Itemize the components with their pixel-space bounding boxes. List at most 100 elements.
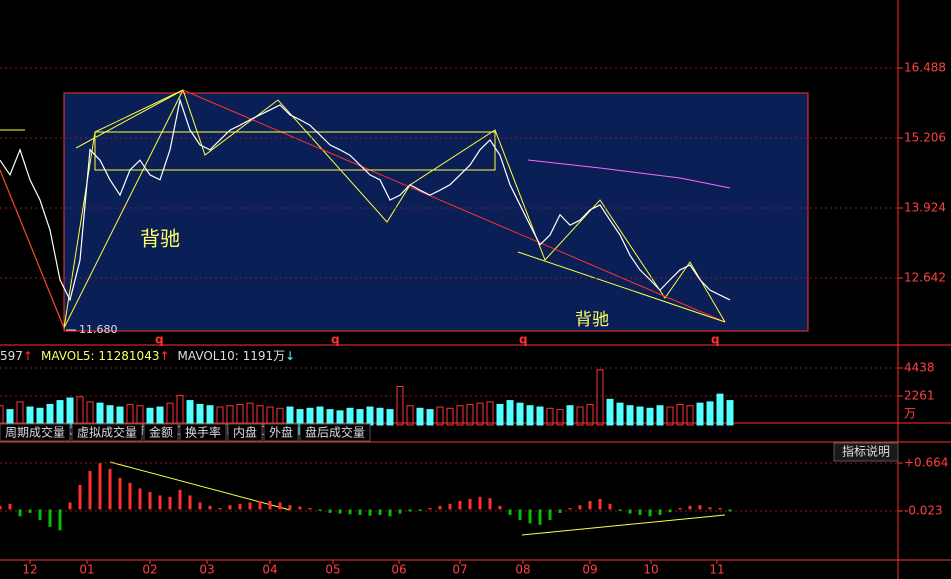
trend: [182, 89, 726, 323]
macd-bar: [608, 503, 612, 510]
volume-bar: [96, 402, 104, 426]
x-tick-label: 03: [199, 563, 214, 577]
header-arrow: ↑: [159, 349, 169, 363]
header-text: 597: [0, 349, 23, 363]
macd-bar: [458, 501, 462, 510]
macd-bar: [18, 509, 22, 517]
macd-bar: [248, 502, 252, 510]
macd-bar: [588, 501, 592, 510]
indicator-help-button[interactable]: [833, 442, 899, 462]
header-arrow: ↓: [294, 424, 304, 438]
macd-bar: [318, 509, 322, 511]
volume-bar: [496, 403, 504, 426]
header-arrow: ↓: [285, 349, 295, 363]
zigzag: [0, 89, 726, 330]
macd-bar: [298, 506, 302, 510]
macd-bar: [618, 509, 622, 511]
annotation: 11.680: [79, 323, 118, 336]
volume-bar: [646, 407, 654, 426]
macd-bar: [598, 498, 602, 510]
x-tick-label: 06: [391, 563, 406, 577]
macd-bar: [718, 508, 722, 510]
volume-bar: [316, 406, 324, 426]
button-label[interactable]: 指标说明: [842, 444, 890, 459]
volume-bar: [406, 405, 414, 426]
tab-label[interactable]: 外盘: [269, 425, 293, 440]
y-tick-label: 13.924: [904, 200, 946, 214]
volume-bar: [116, 406, 124, 426]
volume-bar: [566, 405, 574, 426]
volume-bar: [206, 405, 214, 426]
macd-bar: [628, 509, 632, 514]
tab[interactable]: [263, 423, 299, 442]
tab[interactable]: [179, 423, 227, 442]
y-tick-label: 16.488: [904, 60, 946, 74]
x-tick-label: 09: [582, 563, 597, 577]
volume-bar: [336, 410, 344, 426]
tab-label[interactable]: 周期成交量: [5, 425, 65, 440]
tab[interactable]: [227, 423, 263, 442]
macd-bar: [548, 509, 552, 520]
macd-bar: [448, 503, 452, 510]
volume-bar: [186, 400, 194, 426]
volume-bar: [536, 406, 544, 426]
macd-bar: [408, 509, 412, 512]
volume-bar: [386, 409, 394, 426]
volume-bar: [706, 401, 714, 426]
y-tick-label: +0.664: [904, 455, 948, 469]
macd-bar: [488, 498, 492, 510]
macd-bar: [398, 509, 402, 514]
macd-bar: [178, 489, 182, 510]
highlight-box: [63, 92, 809, 332]
volume-bar: [416, 407, 424, 426]
x-tick-label: 05: [325, 563, 340, 577]
volume-bar: [596, 369, 604, 426]
y-tick-label: 15.206: [904, 130, 946, 144]
macd-bar: [208, 505, 212, 510]
macd-bar: [418, 509, 422, 511]
volume-bar: [696, 402, 704, 426]
tab[interactable]: [0, 423, 71, 442]
macd-bar: [378, 509, 382, 515]
header-arrow: ↑: [23, 349, 33, 363]
volume-bar: [676, 403, 684, 426]
macd-bar: [578, 505, 582, 510]
macd-bar: [368, 509, 372, 516]
tab-label[interactable]: 虚拟成交量: [77, 425, 137, 440]
volume-bar: [376, 407, 384, 426]
macd-bar: [278, 502, 282, 510]
macd-bar: [678, 508, 682, 510]
volume-bar: [396, 385, 404, 426]
tab-label[interactable]: 内盘: [233, 425, 257, 440]
tab[interactable]: [71, 423, 143, 442]
volume-bar: [66, 397, 74, 426]
tab-label[interactable]: 盘后成交量: [305, 425, 365, 440]
macd-bar: [118, 477, 122, 510]
volume-bar: [36, 407, 44, 426]
tab[interactable]: [299, 423, 371, 442]
y-tick-label: 2261: [904, 388, 935, 402]
tab[interactable]: [143, 423, 179, 442]
annotation: 背驰: [575, 310, 609, 330]
price-line: [0, 97, 731, 302]
macd-bar: [338, 509, 342, 514]
x-tick-label: 02: [142, 563, 157, 577]
tab-label[interactable]: 金额: [149, 425, 173, 440]
macd-bar: [658, 509, 662, 515]
volume-bar: [556, 409, 564, 426]
x-tick-label: 11: [709, 563, 724, 577]
macd-bar: [558, 509, 562, 513]
trend: [75, 89, 184, 149]
macd-bar: [188, 495, 192, 510]
macd-bar: [108, 468, 112, 510]
macd-bar: [28, 509, 32, 513]
macd-bar: [728, 509, 732, 512]
volume-bar: [506, 400, 514, 426]
macd-bar: [698, 505, 702, 510]
marker: q: [711, 333, 720, 347]
macd-bar: [158, 495, 162, 510]
macd-bar: [538, 509, 542, 525]
tab-label[interactable]: 换手率: [185, 425, 221, 440]
macd-bar: [148, 491, 152, 510]
macd-bar: [198, 502, 202, 510]
